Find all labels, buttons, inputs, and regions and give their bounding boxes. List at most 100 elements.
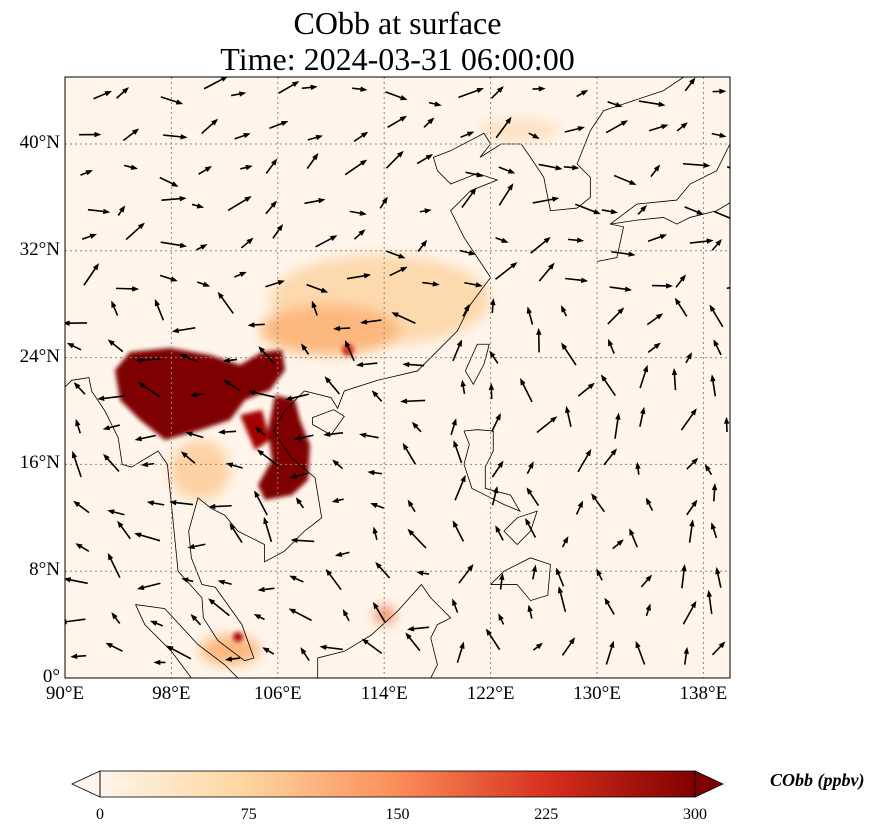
pollution-field bbox=[170, 118, 560, 665]
wind-arrow-head bbox=[635, 640, 641, 649]
wind-arrow-head bbox=[645, 574, 653, 582]
wind-arrow-head bbox=[200, 244, 208, 250]
wind-arrow bbox=[639, 368, 648, 389]
wind-arrow-head bbox=[361, 638, 369, 645]
lat-tick-label: 24°N bbox=[19, 345, 60, 367]
wind-arrow bbox=[710, 307, 724, 328]
wind-arrow-head bbox=[363, 273, 372, 279]
wind-arrow bbox=[605, 121, 626, 134]
wind-arrow-head bbox=[407, 626, 415, 632]
wind-arrow bbox=[682, 162, 707, 167]
wind-arrow-head bbox=[359, 210, 367, 216]
wind-arrow-head bbox=[372, 601, 379, 610]
wind-arrow-head bbox=[290, 537, 298, 544]
wind-arrow-head bbox=[169, 499, 177, 506]
wind-arrow-head bbox=[66, 342, 75, 349]
wind-arrow-head bbox=[709, 304, 716, 312]
wind-arrow-head bbox=[75, 418, 81, 427]
wind-arrow-head bbox=[719, 132, 727, 138]
wind-arrow-head bbox=[543, 236, 551, 244]
colorbar-tick-label: 0 bbox=[96, 806, 104, 823]
wind-arrow-head bbox=[718, 641, 726, 649]
wind-arrow bbox=[374, 604, 386, 623]
wind-arrow bbox=[407, 635, 421, 652]
wind-arrow-head bbox=[359, 159, 368, 166]
wind-arrow bbox=[605, 644, 614, 665]
wind-arrow-head bbox=[460, 379, 466, 387]
wind-arrow bbox=[108, 556, 121, 578]
coastline bbox=[464, 343, 490, 386]
wind-arrow bbox=[538, 163, 559, 170]
wind-arrow-head bbox=[342, 608, 349, 617]
wind-arrow-head bbox=[706, 589, 713, 598]
wind-arrow-head bbox=[572, 164, 580, 171]
wind-arrow-head bbox=[609, 640, 615, 649]
wind-arrow-head bbox=[311, 300, 317, 309]
wind-arrow-head bbox=[122, 87, 130, 94]
lon-tick-label: 98°E bbox=[152, 683, 191, 704]
wind-arrow-head bbox=[244, 196, 252, 203]
wind-arrow-head bbox=[359, 432, 367, 439]
wind-arrow-head bbox=[217, 429, 226, 435]
wind-arrow-head bbox=[671, 367, 678, 376]
lat-tick-label: 0° bbox=[42, 666, 60, 687]
lat-tick-label: 8°N bbox=[29, 559, 60, 581]
wind-arrow bbox=[575, 203, 598, 214]
coastline bbox=[135, 604, 192, 678]
wind-arrow bbox=[230, 525, 243, 544]
wind-arrow-head bbox=[655, 313, 664, 320]
wind-arrow bbox=[527, 490, 540, 506]
wind-arrow-head bbox=[73, 382, 81, 390]
wind-arrow-head bbox=[424, 208, 432, 214]
wind-arrow-head bbox=[711, 483, 718, 491]
wind-arrow-head bbox=[381, 196, 388, 204]
wind-arrow-head bbox=[202, 281, 211, 287]
wind-arrow-head bbox=[134, 532, 142, 538]
wind-arrow-head bbox=[181, 577, 189, 583]
wind-arrow bbox=[559, 589, 567, 613]
wind-arrow-head bbox=[132, 286, 140, 292]
wind-arrow-head bbox=[399, 115, 408, 122]
wind-arrow-head bbox=[180, 451, 188, 458]
lon-tick-label: 138°E bbox=[679, 683, 728, 704]
wind-arrow-head bbox=[548, 262, 555, 270]
wind-arrow bbox=[682, 603, 696, 625]
wind-arrow-head bbox=[332, 459, 340, 467]
wind-arrow-head bbox=[489, 350, 496, 358]
wind-arrow-head bbox=[111, 300, 117, 308]
wind-arrow bbox=[609, 286, 629, 291]
wind-arrow-head bbox=[334, 551, 343, 557]
wind-arrow-head bbox=[580, 277, 589, 283]
wind-arrow-head bbox=[258, 346, 265, 354]
wind-arrow bbox=[536, 418, 555, 434]
wind-arrow-head bbox=[686, 352, 693, 360]
wind-arrow-head bbox=[485, 628, 492, 636]
wind-arrow bbox=[714, 210, 730, 220]
wind-arrow bbox=[452, 342, 462, 362]
wind-arrow-head bbox=[150, 620, 158, 626]
wind-arrow-head bbox=[710, 522, 717, 530]
wind-arrow-head bbox=[706, 238, 714, 244]
coastline bbox=[317, 583, 452, 678]
wind-arrow bbox=[327, 571, 342, 591]
wind-arrow-head bbox=[407, 499, 414, 508]
wind-arrow-head bbox=[217, 579, 225, 585]
wind-arrow bbox=[404, 399, 426, 403]
wind-arrow-head bbox=[356, 361, 364, 368]
wind-arrow-head bbox=[263, 516, 269, 525]
wind-arrow-head bbox=[493, 485, 499, 494]
wind-arrow-head bbox=[557, 586, 564, 594]
wind-arrow-head bbox=[710, 374, 716, 382]
wind-arrow bbox=[526, 521, 537, 538]
wind-arrow bbox=[306, 283, 325, 292]
wind-arrow-head bbox=[257, 586, 265, 593]
wind-arrow-head bbox=[146, 500, 155, 506]
wind-arrow-head bbox=[370, 503, 378, 509]
colorbar-tick-label: 75 bbox=[240, 806, 257, 823]
wind-arrow bbox=[538, 265, 553, 282]
wind-arrow bbox=[118, 523, 131, 540]
wind-arrow-head bbox=[102, 425, 110, 431]
wind-arrow bbox=[344, 161, 365, 176]
wind-arrow-head bbox=[690, 600, 697, 609]
wind-arrow-head bbox=[427, 117, 435, 125]
